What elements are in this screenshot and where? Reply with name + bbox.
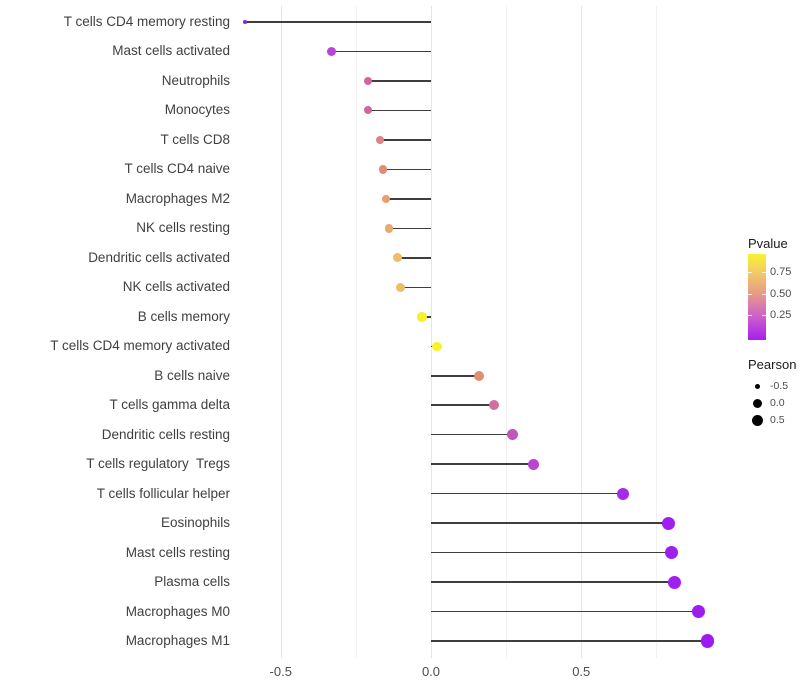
pvalue-legend-title: Pvalue — [748, 236, 788, 251]
y-axis-label: B cells naive — [154, 367, 230, 383]
y-axis-label: Dendritic cells activated — [88, 249, 230, 265]
pearson-size-label: -0.5 — [770, 380, 789, 392]
y-axis-label: Monocytes — [164, 102, 230, 118]
colorbar-tick-mark — [762, 315, 766, 317]
y-axis-label: Mast cells activated — [112, 43, 230, 59]
lollipop-dot — [667, 575, 681, 589]
lollipop-dot — [527, 458, 539, 470]
y-axis-label: NK cells resting — [136, 220, 230, 236]
lollipop-stem — [385, 198, 431, 200]
lollipop-stem — [367, 80, 431, 82]
y-axis-label: T cells CD4 memory activated — [50, 338, 230, 354]
chart-panel — [238, 6, 732, 658]
lollipop-stem — [431, 375, 480, 377]
x-gridline — [506, 6, 508, 658]
x-gridline — [581, 6, 583, 658]
x-gridline — [431, 6, 432, 658]
y-axis-label: Mast cells resting — [125, 544, 230, 560]
x-gridline — [280, 6, 282, 658]
y-axis-label: Macrophages M1 — [125, 633, 230, 649]
lollipop-stem — [382, 168, 431, 171]
colorbar-tick-mark — [762, 272, 766, 274]
x-tick-label: 0.0 — [421, 664, 441, 679]
lollipop-dot — [242, 20, 247, 24]
colorbar-tick-mark — [748, 315, 752, 317]
lollipop-dot — [396, 282, 406, 292]
y-axis-label: NK cells activated — [122, 279, 230, 295]
lollipop-stem — [431, 581, 675, 583]
lollipop-dot — [363, 106, 372, 115]
colorbar-tick-mark — [762, 293, 766, 295]
pearson-size-dot — [754, 383, 760, 389]
lollipop-dot — [691, 605, 705, 619]
y-axis-label: T cells CD4 naive — [124, 161, 230, 177]
colorbar-tick-mark — [748, 293, 752, 295]
lollipop-dot — [327, 46, 337, 56]
colorbar-tick-label: 0.75 — [770, 266, 792, 279]
pearson-size-label: 0.5 — [770, 414, 785, 426]
lollipop-stem — [431, 492, 624, 495]
lollipop-dot — [417, 312, 427, 322]
x-tick-label: -0.5 — [269, 664, 292, 679]
lollipop-stem — [431, 551, 672, 554]
lollipop-dot — [488, 399, 500, 411]
y-axis-label: Eosinophils — [160, 515, 230, 531]
lollipop-dot — [375, 135, 385, 145]
lollipop-stem — [431, 404, 495, 406]
lollipop-stem — [388, 227, 431, 230]
lollipop-stem — [431, 463, 534, 465]
lollipop-stem — [331, 50, 431, 53]
colorbar-tick-label: 0.25 — [770, 309, 792, 322]
lollipop-dot — [384, 224, 394, 233]
y-axis-label: T cells CD4 memory resting — [63, 14, 230, 29]
lollipop-dot — [661, 516, 675, 530]
x-gridline — [355, 6, 357, 658]
lollipop-dot — [378, 165, 388, 174]
y-axis-label: Macrophages M0 — [125, 603, 230, 619]
x-gridline — [656, 6, 658, 658]
lollipop-dot — [393, 253, 403, 263]
x-tick-label: 0.5 — [572, 664, 591, 679]
colorbar-tick-label: 0.50 — [770, 287, 792, 300]
y-axis-label: T cells gamma delta — [109, 397, 230, 413]
y-axis-label: T cells CD8 — [160, 131, 230, 147]
lollipop-dot — [617, 487, 630, 500]
pearson-size-dot — [752, 398, 762, 408]
lollipop-stem — [379, 139, 431, 141]
y-axis-label: T cells regulatory Tregs — [86, 456, 230, 472]
lollipop-stem — [431, 640, 708, 642]
lollipop-dot — [432, 341, 442, 352]
lollipop-stem — [431, 433, 513, 436]
y-axis-label: Macrophages M2 — [125, 190, 230, 206]
pvalue-colorbar — [748, 254, 766, 340]
y-axis-label: Dendritic cells resting — [101, 426, 230, 442]
lollipop-stem — [431, 610, 699, 613]
lollipop-dot — [474, 370, 485, 381]
lollipop-stem — [431, 522, 669, 524]
lollipop-stem — [244, 21, 431, 23]
y-axis-label: B cells memory — [137, 308, 230, 324]
y-axis-label: T cells follicular helper — [96, 485, 230, 501]
lollipop-dot — [664, 546, 678, 560]
lollipop-stem — [367, 109, 431, 112]
pearson-size-label: 0.0 — [770, 397, 785, 409]
lollipop-dot — [700, 634, 715, 648]
colorbar-tick-mark — [748, 272, 752, 274]
y-axis-label: Neutrophils — [161, 72, 230, 88]
lollipop-stem — [400, 286, 431, 289]
lollipop-dot — [363, 76, 372, 85]
lollipop-dot — [506, 429, 518, 441]
lollipop-stem — [397, 257, 431, 259]
pearson-size-dot — [751, 414, 763, 426]
pearson-legend-title: Pearson — [748, 357, 797, 372]
lollipop-dot — [381, 194, 391, 204]
y-axis-label: Plasma cells — [154, 574, 230, 590]
